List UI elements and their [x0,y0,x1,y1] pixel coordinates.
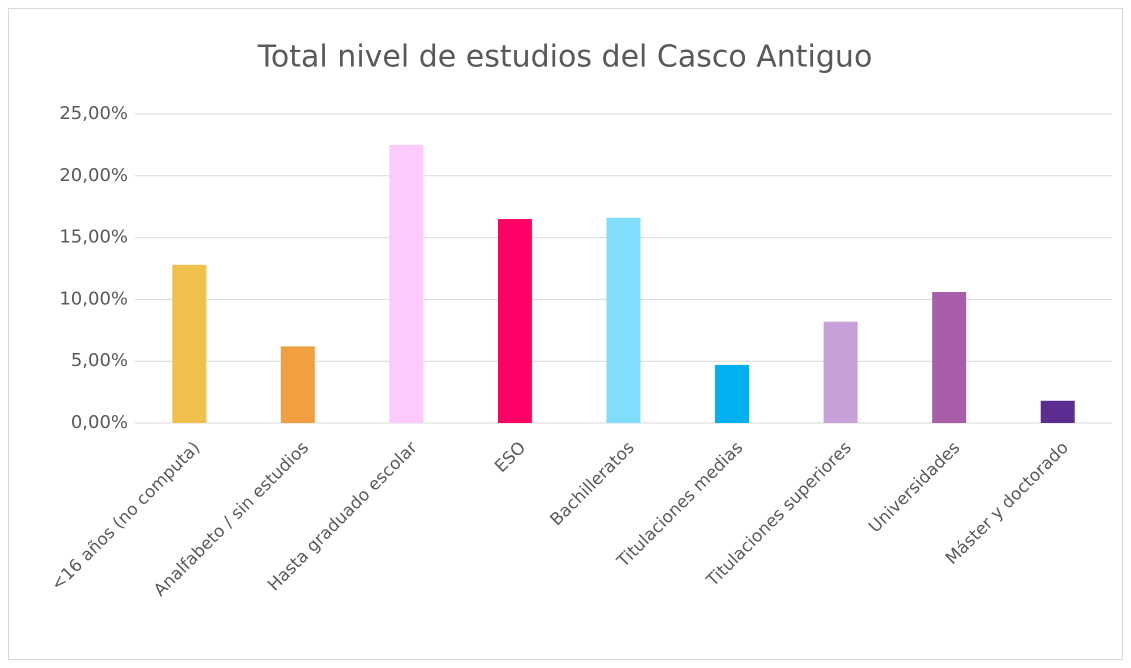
bar [172,264,207,423]
bar [497,219,532,423]
y-tick-label: 15,00% [59,227,128,248]
bar [715,364,750,423]
bar [280,346,315,423]
y-tick-label: 0,00% [71,412,128,433]
bar [932,291,967,423]
bar [606,217,641,423]
bar [1040,400,1075,423]
y-tick-label: 5,00% [71,350,128,371]
chart-title: Total nivel de estudios del Casco Antigu… [257,40,873,75]
y-tick-label: 25,00% [59,103,128,124]
bar [389,144,424,423]
y-tick-label: 20,00% [59,165,128,186]
bar [823,321,858,423]
y-tick-label: 10,00% [59,288,128,309]
